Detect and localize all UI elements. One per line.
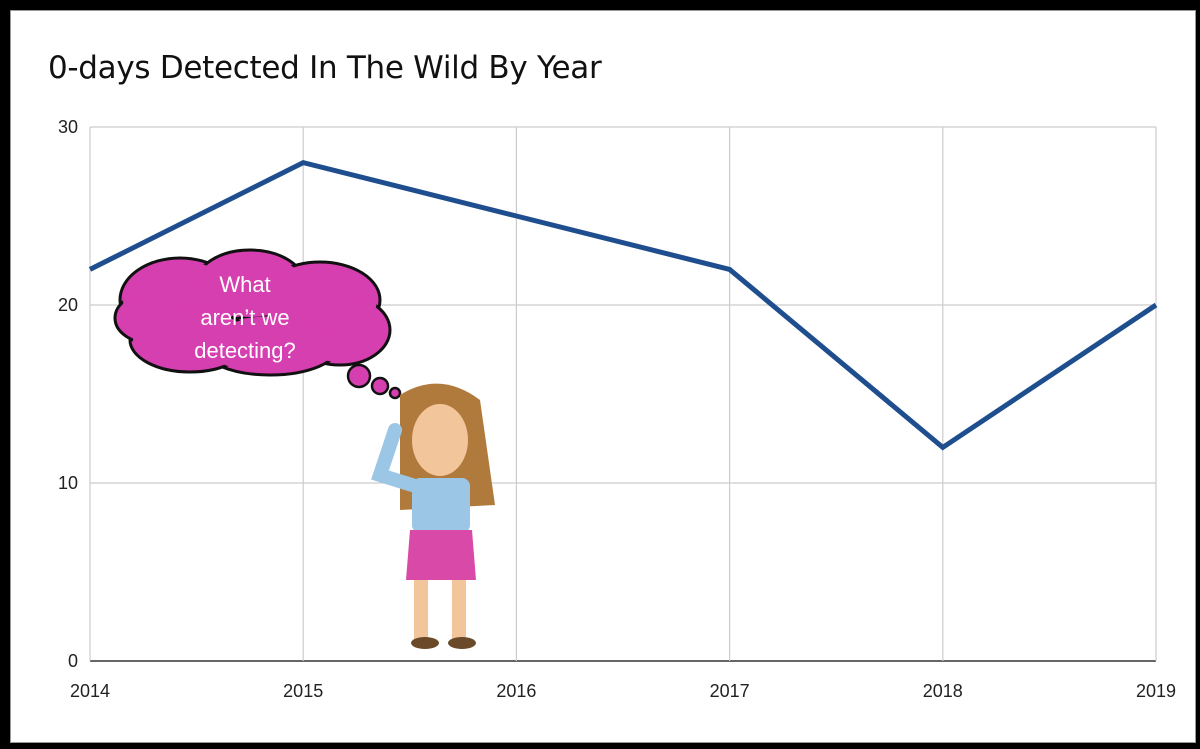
character-face	[412, 404, 468, 476]
thought-dot	[346, 363, 372, 389]
x-tick-label: 2014	[70, 681, 110, 701]
thought-dot	[388, 386, 402, 400]
x-tick-label: 2018	[923, 681, 963, 701]
character-leg	[414, 580, 428, 640]
thought-bubble-text: aren’t we	[200, 305, 289, 330]
chart-title: 0-days Detected In The Wild By Year	[48, 50, 602, 86]
x-tick-label: 2016	[496, 681, 536, 701]
y-tick-label: 0	[68, 651, 78, 671]
bubble-fill	[118, 296, 182, 340]
thought-bubble	[113, 248, 392, 377]
thought-bubble-text: detecting?	[194, 338, 296, 363]
thought-dot	[370, 376, 390, 396]
character-leg	[452, 580, 466, 640]
y-tick-label: 30	[58, 117, 78, 137]
y-tick-label: 10	[58, 473, 78, 493]
thought-bubble-text: What	[219, 272, 270, 297]
x-tick-label: 2019	[1136, 681, 1176, 701]
y-tick-label: 20	[58, 295, 78, 315]
character-shoe	[411, 637, 439, 649]
inner-border	[10, 10, 1196, 743]
character-arm	[371, 423, 419, 492]
character-shoe	[448, 637, 476, 649]
character-shirt	[412, 478, 470, 533]
series-line	[88, 159, 1158, 451]
x-tick-label: 2017	[710, 681, 750, 701]
x-tick-label: 2015	[283, 681, 323, 701]
character-skirt	[406, 530, 476, 580]
